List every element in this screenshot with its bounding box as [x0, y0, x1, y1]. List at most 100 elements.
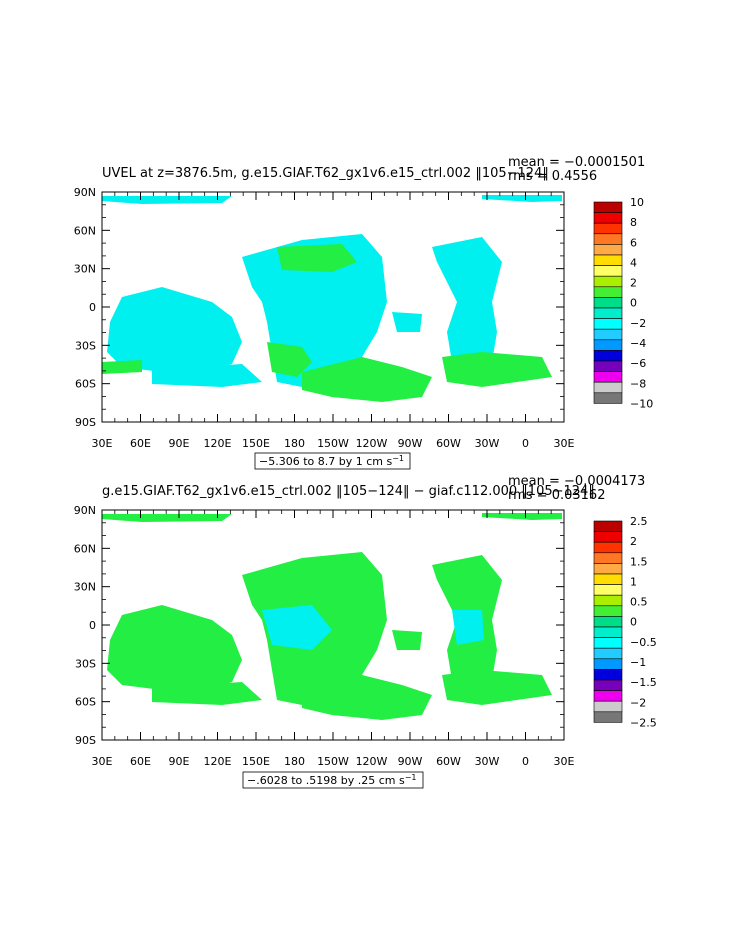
panel-2-land-shapes [102, 513, 562, 720]
panel-1-legend: 10 8 6 4 2 0 −2 −4 −6 −8 −10 [593, 196, 653, 410]
x-tick-label: 30E [92, 755, 113, 768]
legend-label: −4 [630, 337, 646, 350]
y-tick-label: 90N [74, 504, 96, 517]
x-tick-label: 180 [284, 437, 305, 450]
panel-1-x-tick-labels: 30E 60E 90E 120E 150E 180 150W 120W 90W 60W 30W 0 30… [92, 437, 575, 450]
panel-1-title: UVEL at z=3876.5m, g.e15.GIAF.T62_gx1v6.… [102, 166, 549, 181]
x-tick-label: 0 [522, 755, 529, 768]
panel-1-contour-info: −5.306 to 8.7 by 1 cm s−1 [259, 454, 404, 468]
legend-label: 4 [630, 256, 637, 269]
y-tick-label: 30S [75, 657, 96, 670]
legend-swatch [593, 679, 623, 691]
legend-swatch [593, 700, 623, 713]
legend-swatch [593, 371, 623, 383]
legend-label: 0 [630, 297, 637, 310]
x-tick-label: 120W [356, 437, 388, 450]
legend-label: −6 [630, 357, 646, 370]
x-tick-label: 30E [554, 755, 575, 768]
x-tick-label: 90E [169, 437, 190, 450]
legend-swatch [593, 360, 623, 372]
panel-1-land-shapes [102, 195, 562, 402]
x-tick-label: 120W [356, 755, 388, 768]
panel-1-frame [101, 191, 565, 423]
legend-label: 2 [630, 535, 637, 548]
panel-2-frame [101, 509, 565, 741]
y-tick-label: 60N [74, 224, 96, 237]
panel-2-x-tick-labels: 30E 60E 90E 120E 150E 180 150W 120W 90W 60W 30W 0 30… [92, 755, 575, 768]
legend-swatch [593, 594, 623, 607]
panel-1-mean: mean = −0.0001501 [508, 155, 645, 170]
y-tick-label: 60N [74, 542, 96, 555]
panel-2-map-field [102, 513, 562, 720]
legend-swatch [593, 573, 623, 585]
legend-swatch [593, 658, 623, 670]
legend-label: −1 [630, 656, 646, 669]
panel-1-map-field [102, 195, 562, 402]
legend-swatch [593, 552, 623, 564]
y-tick-label: 30S [75, 339, 96, 352]
legend-swatch [593, 690, 623, 702]
legend-swatch [593, 392, 623, 404]
panel-2-contour-info: −.6028 to .5198 by .25 cm s−1 [247, 773, 417, 787]
legend-swatch [593, 318, 623, 330]
legend-swatch [593, 637, 623, 649]
legend-label: −8 [630, 377, 646, 390]
legend-swatch [593, 520, 623, 532]
x-tick-label: 120E [204, 437, 232, 450]
panel-1-y-tick-labels: 90N 60N 30N 0 30S 60S 90S [74, 186, 96, 429]
y-tick-label: 0 [89, 301, 96, 314]
legend-label: 6 [630, 236, 637, 249]
panel-2-mean: mean = −0.0004173 [508, 474, 645, 489]
panel-2-info-box [242, 771, 424, 789]
legend-label: 1.5 [630, 555, 648, 568]
x-tick-label: 150E [242, 755, 270, 768]
legend-swatch [593, 254, 623, 266]
legend-label: 8 [630, 216, 637, 229]
y-tick-label: 0 [89, 619, 96, 632]
legend-swatch [593, 233, 623, 245]
x-tick-label: 90W [398, 437, 423, 450]
legend-swatch [593, 244, 623, 256]
panel-2-rms: rms = 0.03162 [508, 488, 605, 503]
panel-1-rms: rms = 0.4556 [508, 169, 597, 184]
legend-swatch [593, 584, 623, 596]
legend-swatch [593, 381, 623, 394]
legend-swatch [593, 616, 623, 628]
legend-swatch [593, 275, 623, 288]
y-tick-label: 30N [74, 263, 96, 276]
legend-label: 2.5 [630, 515, 648, 528]
x-tick-label: 60W [436, 437, 461, 450]
y-tick-label: 90S [75, 416, 96, 429]
legend-label: 2 [630, 277, 637, 290]
legend-swatch [593, 605, 623, 617]
legend-swatch [593, 626, 623, 638]
panel-2-legend: 2.5 2 1.5 1 0.5 0 −0.5 −1 −1.5 −2 −2.5 [593, 515, 657, 729]
x-tick-label: 60W [436, 755, 461, 768]
legend-label: −1.5 [630, 676, 657, 689]
x-tick-label: 0 [522, 437, 529, 450]
y-tick-label: 30N [74, 581, 96, 594]
legend-label: 0.5 [630, 596, 648, 609]
x-tick-label: 150E [242, 437, 270, 450]
legend-swatch [593, 307, 623, 319]
x-tick-label: 30W [475, 755, 500, 768]
panel-2-y-tick-labels: 90N 60N 30N 0 30S 60S 90S [74, 504, 96, 747]
legend-swatch [593, 265, 623, 277]
x-tick-label: 150W [317, 755, 349, 768]
legend-swatch [593, 669, 623, 681]
x-tick-label: 30E [554, 437, 575, 450]
legend-label: 0 [630, 616, 637, 629]
y-tick-label: 60S [75, 696, 96, 709]
x-tick-label: 60E [130, 437, 151, 450]
x-tick-label: 30E [92, 437, 113, 450]
legend-swatch [593, 222, 623, 235]
legend-swatch [593, 339, 623, 351]
legend-swatch [593, 212, 623, 224]
y-tick-label: 60S [75, 378, 96, 391]
legend-label: −2.5 [630, 716, 657, 729]
legend-swatch [593, 647, 623, 660]
legend-swatch [593, 297, 623, 309]
legend-swatch [593, 531, 623, 543]
x-tick-label: 150W [317, 437, 349, 450]
x-tick-label: 120E [204, 755, 232, 768]
